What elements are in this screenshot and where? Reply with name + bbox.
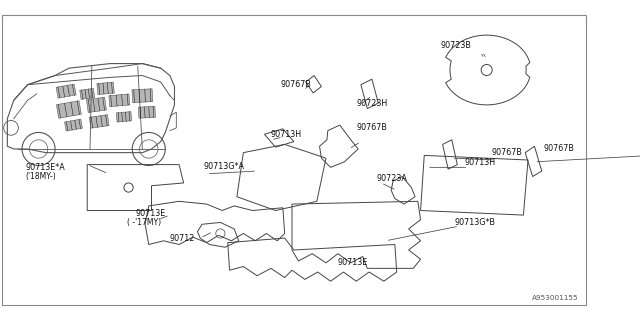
Text: 90713G*B: 90713G*B — [454, 218, 495, 227]
Text: 90713G*A: 90713G*A — [204, 162, 245, 171]
Text: 90767B: 90767B — [356, 124, 387, 132]
Text: 90713E: 90713E — [136, 209, 166, 218]
Polygon shape — [132, 89, 153, 103]
Text: 90723A: 90723A — [376, 174, 408, 183]
Text: 90713E*A: 90713E*A — [26, 163, 65, 172]
Text: 90723H: 90723H — [356, 99, 388, 108]
Polygon shape — [80, 88, 95, 100]
Text: 90713H: 90713H — [465, 158, 496, 167]
Polygon shape — [56, 84, 76, 98]
Polygon shape — [65, 119, 83, 131]
Text: ('18MY-): ('18MY-) — [26, 172, 56, 181]
Polygon shape — [109, 94, 130, 107]
Text: 90712: 90712 — [170, 234, 195, 243]
Text: 90713E: 90713E — [338, 258, 368, 267]
Text: 90767B: 90767B — [492, 148, 522, 157]
Polygon shape — [86, 97, 106, 113]
Polygon shape — [90, 115, 109, 128]
Text: ( -'17MY): ( -'17MY) — [127, 218, 161, 227]
Polygon shape — [56, 101, 81, 118]
Text: 90723B: 90723B — [441, 41, 472, 50]
Text: A953001155: A953001155 — [532, 295, 579, 301]
Text: 90713H: 90713H — [271, 130, 302, 139]
Polygon shape — [116, 112, 132, 122]
Text: 90767B: 90767B — [280, 80, 311, 89]
Polygon shape — [97, 82, 115, 95]
Text: 90767B: 90767B — [543, 145, 575, 154]
Polygon shape — [138, 106, 156, 118]
